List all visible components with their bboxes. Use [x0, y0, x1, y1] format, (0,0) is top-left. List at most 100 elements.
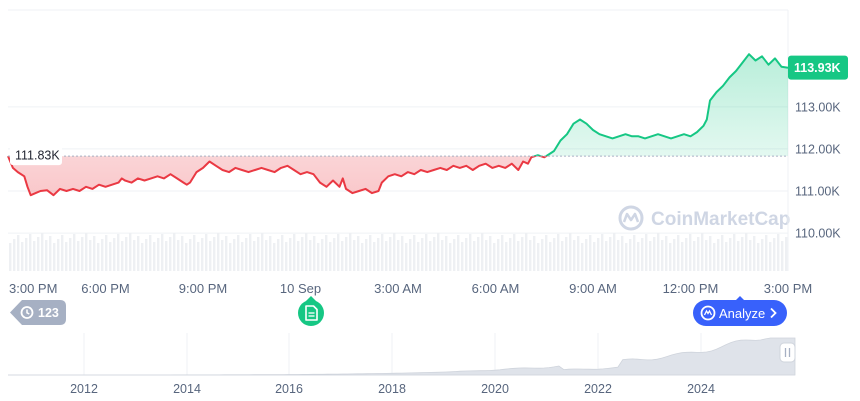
volume-bar [677, 235, 680, 271]
volume-bar [605, 241, 608, 271]
volume-bar [673, 239, 676, 271]
volume-bar [465, 238, 468, 271]
volume-bar [573, 240, 576, 271]
volume-bar [365, 239, 368, 271]
volume-bar [609, 237, 612, 271]
volume-bar [765, 235, 768, 271]
volume-bar [469, 234, 472, 271]
volume-bar [125, 237, 128, 271]
navigator-year-label: 2018 [378, 382, 406, 396]
volume-bar [501, 235, 504, 271]
analyze-icon [700, 305, 716, 321]
volume-bar [489, 236, 492, 271]
volume-bar [421, 238, 424, 271]
navigator-x-axis: 2012 2014 2016 2018 2020 2022 2024 [70, 382, 715, 396]
volume-bar [601, 234, 604, 271]
volume-bar [309, 240, 312, 271]
volume-bar [429, 241, 432, 271]
analyze-button[interactable]: Analyze [693, 296, 787, 326]
volume-bar [453, 239, 456, 271]
y-axis: 110.00K 111.00K 112.00K 113.00K 113.93K [788, 55, 848, 241]
navigator-handle[interactable] [779, 342, 796, 363]
volume-bar [749, 240, 752, 271]
series-line-below [7, 156, 549, 197]
volume-bar [277, 239, 280, 271]
x-tick-label: 10 Sep [280, 281, 321, 296]
coinmarketcap-logo-mark [622, 212, 640, 223]
x-tick-label: 6:00 PM [81, 281, 129, 296]
y-tick-label: 111.00K [795, 185, 840, 199]
volume-bar [577, 236, 580, 271]
volume-bar [697, 237, 700, 271]
volume-bar [557, 234, 560, 271]
volume-bar [169, 237, 172, 271]
volume-bar [589, 235, 592, 271]
volume-bar [693, 241, 696, 271]
volume-bar [257, 237, 260, 271]
volume-bar [613, 233, 616, 271]
reference-label: 111.83K [15, 149, 60, 163]
volume-bar [285, 242, 288, 271]
volume-bar [193, 235, 196, 271]
volume-bar [581, 243, 584, 271]
volume-bar [449, 243, 452, 271]
volume-bar [321, 239, 324, 271]
y-tick-label: 110.00K [795, 227, 841, 241]
volume-bar [713, 243, 716, 271]
volume-bar [113, 238, 116, 271]
volume-bar [49, 236, 52, 271]
volume-bar [461, 242, 464, 271]
volume-bar [209, 241, 212, 271]
volume-bar [729, 238, 732, 271]
x-tick-label: 9:00 PM [179, 281, 227, 296]
document-icon [305, 305, 318, 321]
history-badge[interactable]: 123 [10, 300, 66, 325]
volume-bar [229, 243, 232, 271]
volume-bar [445, 236, 448, 271]
news-event-marker[interactable] [298, 296, 324, 326]
volume-bar [737, 241, 740, 271]
volume-bar [17, 235, 20, 271]
history-navigator[interactable]: 2012 2014 2016 2018 2020 2022 2024 [8, 333, 796, 396]
volume-bar [301, 237, 304, 271]
volume-bar [409, 239, 412, 271]
volume-bar [341, 241, 344, 271]
volume-bar [317, 243, 320, 271]
volume-bar [353, 240, 356, 271]
volume-bar [97, 243, 100, 271]
chevron-right-icon [770, 307, 777, 319]
volume-bar [541, 239, 544, 271]
volume-bar [585, 239, 588, 271]
volume-bar [617, 240, 620, 271]
volume-bar [561, 241, 564, 271]
volume-bar [621, 236, 624, 271]
volume-bar [637, 242, 640, 271]
volume-bar [401, 236, 404, 271]
volume-bar [745, 233, 748, 271]
volume-bar [73, 234, 76, 271]
volume-bar [689, 234, 692, 271]
volume-bar [213, 237, 216, 271]
volume-bar [733, 234, 736, 271]
volume-bar [153, 242, 156, 271]
clock-hands-icon [26, 309, 30, 315]
volume-bar [721, 235, 724, 271]
navigator-area [8, 337, 796, 376]
volume-bar [485, 240, 488, 271]
volume-bar [681, 242, 684, 271]
clock-history-icon [20, 306, 34, 319]
volume-bar [653, 237, 656, 271]
price-line [7, 53, 789, 197]
volume-bar [221, 240, 224, 271]
volume-bar [189, 239, 192, 271]
volume-bar [197, 242, 200, 271]
volume-bar [177, 240, 180, 271]
volume-bar [437, 233, 440, 271]
volume-bar [457, 235, 460, 271]
volume-bar [357, 236, 360, 271]
volume-bar [25, 238, 28, 271]
volume-bar [245, 238, 248, 271]
volume-bar [757, 243, 760, 271]
volume-bar [133, 240, 136, 271]
